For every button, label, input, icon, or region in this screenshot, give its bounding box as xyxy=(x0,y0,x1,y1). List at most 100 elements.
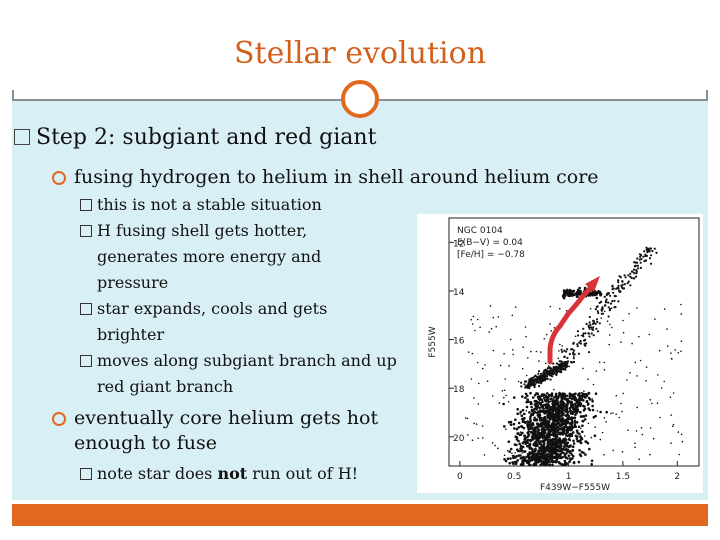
star-point xyxy=(573,407,576,411)
star-point xyxy=(555,371,558,374)
star-point xyxy=(666,345,669,347)
star-point xyxy=(503,352,505,355)
star-point xyxy=(592,326,595,329)
star-point xyxy=(509,447,513,451)
star-point xyxy=(623,283,626,286)
star-point xyxy=(639,359,642,362)
star-point xyxy=(491,442,494,444)
star-point xyxy=(521,367,524,370)
star-point xyxy=(610,307,613,309)
star-point xyxy=(649,247,652,250)
star-point xyxy=(585,342,588,345)
star-point xyxy=(571,445,575,448)
star-point xyxy=(525,405,529,409)
star-point xyxy=(576,343,579,346)
star-point xyxy=(533,378,536,381)
star-point xyxy=(658,349,661,352)
star-point xyxy=(565,288,569,292)
star-point xyxy=(503,454,506,457)
star-point xyxy=(517,426,521,429)
star-point xyxy=(560,348,563,351)
star-point xyxy=(544,372,547,375)
star-point xyxy=(503,458,506,461)
star-point xyxy=(545,374,548,377)
star-point xyxy=(538,375,541,378)
star-point xyxy=(520,414,524,417)
star-point xyxy=(566,399,569,403)
star-point xyxy=(573,409,576,413)
star-point xyxy=(601,306,604,309)
star-point xyxy=(591,408,595,412)
star-point xyxy=(586,441,590,445)
star-point xyxy=(559,393,562,396)
star-point xyxy=(603,454,605,456)
star-point xyxy=(524,392,528,396)
star-point xyxy=(588,321,591,324)
star-point xyxy=(515,427,519,431)
star-point xyxy=(572,442,576,445)
star-point xyxy=(579,402,582,405)
star-point xyxy=(548,425,551,429)
star-point xyxy=(579,455,582,457)
star-point xyxy=(613,306,616,309)
star-point xyxy=(590,459,594,463)
star-point xyxy=(524,442,528,446)
star-point xyxy=(539,409,542,412)
star-point xyxy=(533,443,536,447)
star-point xyxy=(507,420,511,424)
star-point xyxy=(563,367,566,370)
star-point xyxy=(636,406,638,409)
star-point xyxy=(530,409,533,411)
star-point xyxy=(529,438,532,442)
divider-tick-right xyxy=(706,90,708,100)
star-point xyxy=(577,425,581,429)
star-point xyxy=(484,364,486,366)
star-point xyxy=(544,378,547,381)
star-point xyxy=(551,375,554,378)
star-point xyxy=(540,372,543,375)
bullet-level2-text: H fusing shell gets hotter, generates mo… xyxy=(97,221,322,292)
star-point xyxy=(574,292,577,295)
star-point xyxy=(475,423,478,425)
bullet-level2-item: moves along subgiant branch and up red g… xyxy=(80,348,400,400)
star-point xyxy=(576,345,579,348)
star-point xyxy=(670,442,672,444)
star-point xyxy=(540,374,542,377)
star-point xyxy=(591,404,594,408)
star-point xyxy=(527,454,530,457)
star-point xyxy=(546,437,549,440)
star-point xyxy=(645,246,648,249)
star-point xyxy=(588,398,592,401)
star-point xyxy=(575,290,579,294)
star-point xyxy=(542,444,545,447)
star-point xyxy=(555,362,558,365)
star-point xyxy=(581,404,585,408)
star-point xyxy=(534,431,537,434)
star-point xyxy=(568,392,572,395)
star-point xyxy=(596,410,599,412)
star-point xyxy=(519,463,523,466)
star-point xyxy=(574,392,577,395)
star-point xyxy=(520,449,524,452)
star-point xyxy=(609,294,612,297)
star-point xyxy=(584,332,587,335)
star-point xyxy=(561,345,563,347)
bullet-level1-text: fusing hydrogen to helium in shell aroun… xyxy=(74,166,599,188)
star-point xyxy=(522,462,525,465)
star-point xyxy=(529,417,532,421)
star-point xyxy=(550,455,554,458)
star-point xyxy=(466,417,469,420)
star-point xyxy=(613,299,616,302)
star-point xyxy=(631,342,633,345)
x-tick-label: 2 xyxy=(674,472,680,482)
star-point xyxy=(527,430,530,433)
star-point xyxy=(657,374,659,376)
star-point xyxy=(498,402,501,404)
bullet-level1-item: eventually core helium gets hot enough t… xyxy=(52,406,392,456)
star-point xyxy=(516,459,520,462)
star-point xyxy=(516,432,519,435)
star-point xyxy=(645,380,647,382)
star-point xyxy=(587,378,589,380)
star-point xyxy=(617,300,620,303)
star-point xyxy=(636,375,638,377)
